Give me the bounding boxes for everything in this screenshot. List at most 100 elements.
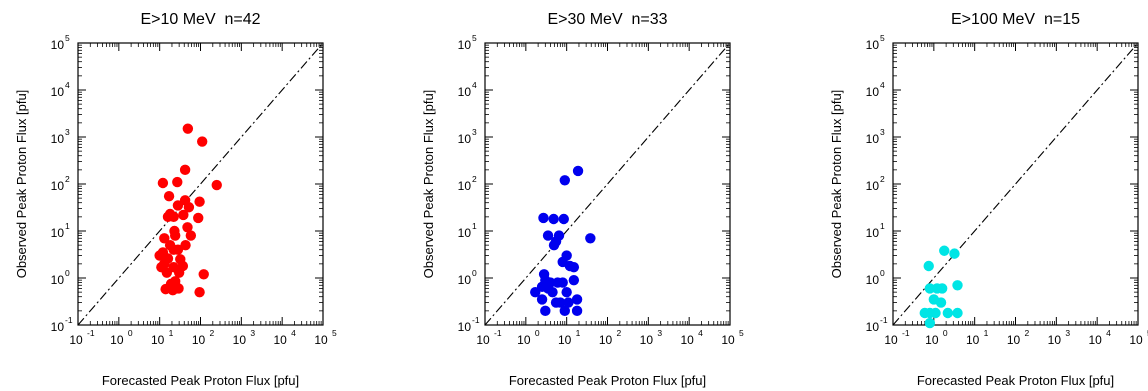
data-point — [168, 211, 179, 223]
data-point — [178, 209, 189, 221]
x-tick-exponent: 2 — [1025, 328, 1030, 338]
x-tick-exponent: 3 — [657, 328, 662, 338]
data-point — [172, 244, 184, 255]
data-point — [183, 202, 195, 213]
axis-ticks — [485, 43, 730, 325]
x-tick-exponent: 0 — [535, 328, 540, 338]
data-point — [568, 261, 580, 273]
y-tick-label: 10 — [51, 320, 65, 334]
y-tick-exponent: 5 — [472, 33, 477, 43]
x-tick-exponent: 4 — [291, 328, 296, 338]
data-point — [561, 286, 572, 298]
y-tick-exponent: 3 — [472, 127, 477, 137]
y-tick-exponent: 5 — [880, 33, 885, 43]
data-points — [919, 245, 963, 329]
y-tick-exponent: 0 — [65, 268, 70, 278]
x-tick-label: 10 — [640, 333, 654, 347]
x-tick-exponent: 3 — [250, 328, 255, 338]
data-points — [154, 123, 222, 298]
data-point — [559, 175, 570, 186]
y-tick-label: 10 — [866, 179, 880, 193]
data-point — [557, 277, 568, 288]
y-tick-label: 10 — [51, 179, 65, 193]
y-tick-label: 10 — [866, 132, 880, 146]
x-axis-label: Forecasted Peak Proton Flux [pfu] — [509, 373, 706, 388]
y-tick-label: 10 — [51, 226, 65, 240]
y-tick-label: 10 — [51, 132, 65, 146]
y-tick-label: 10 — [51, 273, 65, 287]
data-point — [559, 305, 570, 317]
y-tick-exponent: 1 — [880, 221, 885, 231]
y-tick-exponent: 1 — [472, 221, 477, 231]
x-tick-exponent: 2 — [210, 328, 215, 338]
x-tick-label: 10 — [69, 333, 83, 347]
x-tick-exponent: 0 — [128, 328, 133, 338]
chart-title: E>10 MeV n=42 — [140, 11, 260, 28]
y-tick-label: 10 — [458, 320, 472, 334]
data-point — [571, 294, 583, 305]
data-point — [942, 307, 954, 319]
x-tick-exponent: -1 — [902, 328, 910, 338]
y-axis-label: Observed Peak Proton Flux [pfu] — [14, 90, 29, 279]
x-tick-label: 10 — [925, 333, 939, 347]
data-point — [182, 222, 193, 233]
x-tick-label: 10 — [476, 333, 490, 347]
y-tick-exponent: 3 — [65, 127, 70, 137]
reference-line — [484, 42, 731, 326]
data-point — [949, 248, 960, 259]
data-points — [530, 165, 596, 317]
data-point — [548, 213, 559, 225]
data-point — [547, 286, 558, 298]
y-tick-exponent: 2 — [65, 174, 70, 184]
data-point — [558, 213, 569, 225]
y-tick-exponent: 2 — [472, 174, 477, 184]
data-point — [194, 196, 205, 207]
data-point — [939, 245, 950, 256]
data-point — [154, 250, 165, 261]
y-tick-exponent: 4 — [65, 80, 70, 90]
x-tick-label: 10 — [966, 333, 980, 347]
y-tick-label: 10 — [458, 273, 472, 287]
y-axis-label: Observed Peak Proton Flux [pfu] — [829, 90, 844, 279]
x-tick-label: 10 — [192, 333, 206, 347]
data-point — [194, 286, 205, 298]
data-point — [930, 307, 941, 319]
data-point — [172, 200, 184, 211]
x-tick-exponent: -1 — [494, 328, 502, 338]
x-tick-label: 10 — [1088, 333, 1102, 347]
x-tick-label: 10 — [599, 333, 613, 347]
data-point — [161, 267, 173, 278]
data-point — [536, 294, 548, 305]
x-tick-label: 10 — [517, 333, 531, 347]
x-tick-exponent: 1 — [984, 328, 989, 338]
y-tick-exponent: -1 — [880, 315, 888, 325]
y-tick-label: 10 — [866, 273, 880, 287]
data-point — [211, 179, 222, 191]
data-point — [924, 283, 936, 294]
y-tick-exponent: 4 — [880, 80, 885, 90]
data-point — [538, 212, 549, 224]
data-point — [157, 177, 169, 189]
data-point — [923, 260, 934, 272]
chart-title: E>100 MeV n=15 — [951, 11, 1080, 28]
data-point — [179, 164, 191, 176]
x-tick-label: 10 — [110, 333, 124, 347]
x-tick-label: 10 — [1048, 333, 1062, 347]
x-tick-exponent: 1 — [576, 328, 581, 338]
x-tick-exponent: 2 — [617, 328, 622, 338]
data-point — [585, 233, 596, 244]
data-point — [571, 305, 583, 317]
x-tick-exponent: 0 — [943, 328, 948, 338]
y-tick-label: 10 — [51, 38, 65, 52]
data-point — [935, 297, 947, 308]
axis-ticks — [78, 43, 323, 325]
y-tick-label: 10 — [458, 179, 472, 193]
x-tick-label: 10 — [884, 333, 898, 347]
data-point — [952, 307, 963, 319]
y-tick-exponent: 4 — [472, 80, 477, 90]
data-point — [198, 269, 209, 280]
x-tick-label: 10 — [273, 333, 287, 347]
x-tick-label: 10 — [233, 333, 247, 347]
